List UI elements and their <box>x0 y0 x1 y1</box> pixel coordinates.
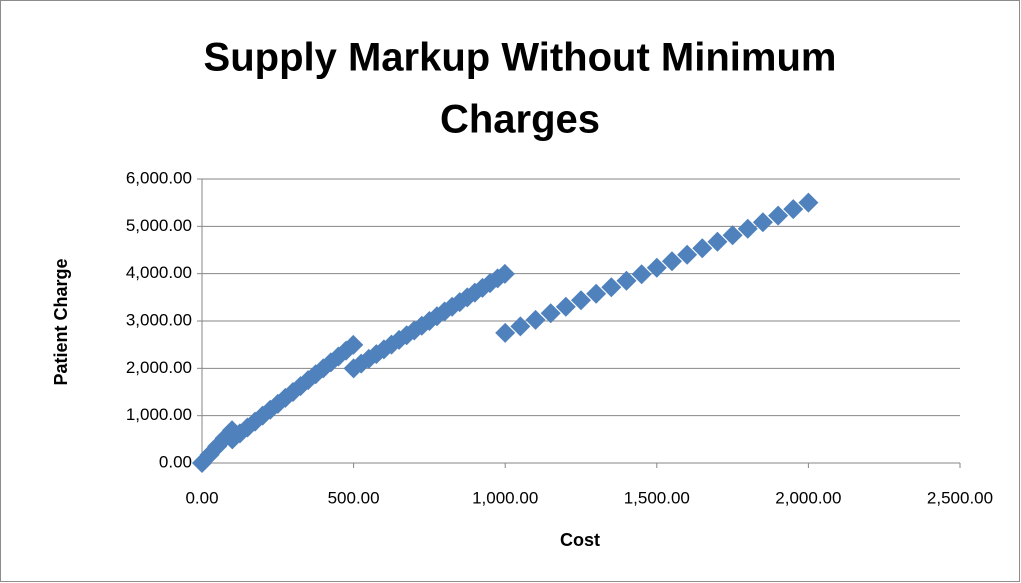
y-tick-label: 2,000.00 <box>126 358 192 377</box>
x-axis-title: Cost <box>560 530 600 550</box>
data-point <box>737 218 758 239</box>
data-point <box>571 290 591 311</box>
chart-title: Supply Markup Without Minimum <box>204 36 837 80</box>
data-point <box>495 322 516 343</box>
data-point <box>616 270 637 291</box>
y-tick-label: 4,000.00 <box>126 263 192 282</box>
y-tick-label: 1,000.00 <box>126 405 192 424</box>
data-point <box>631 264 652 285</box>
y-axis-title: Patient Charge <box>51 258 71 385</box>
y-tick-label: 5,000.00 <box>126 216 192 235</box>
data-point <box>494 263 515 284</box>
data-point <box>661 251 682 272</box>
x-tick-label: 1,000.00 <box>472 488 538 507</box>
y-tick-label: 0.00 <box>159 452 192 471</box>
x-tick-label: 0.00 <box>185 488 218 507</box>
data-point <box>586 283 607 304</box>
data-point <box>555 296 576 317</box>
data-point <box>768 205 789 226</box>
y-tick-label: 3,000.00 <box>126 310 192 329</box>
x-tick-label: 1,500.00 <box>624 488 690 507</box>
data-point <box>646 257 667 278</box>
data-point <box>707 231 728 252</box>
data-point <box>540 303 561 324</box>
data-point <box>722 225 743 246</box>
data-point <box>783 199 804 220</box>
chart-title: Charges <box>440 98 600 142</box>
data-point <box>510 316 531 337</box>
x-tick-label: 2,500.00 <box>927 488 993 507</box>
data-point <box>677 244 698 265</box>
x-tick-label: 500.00 <box>328 488 380 507</box>
data-point <box>525 309 546 330</box>
data-point <box>237 417 258 438</box>
data-point <box>343 334 364 355</box>
data-point <box>692 238 713 259</box>
data-point <box>601 277 622 298</box>
data-point <box>798 192 819 213</box>
x-tick-label: 2,000.00 <box>775 488 841 507</box>
y-tick-label: 6,000.00 <box>126 168 192 187</box>
data-point <box>752 212 773 233</box>
